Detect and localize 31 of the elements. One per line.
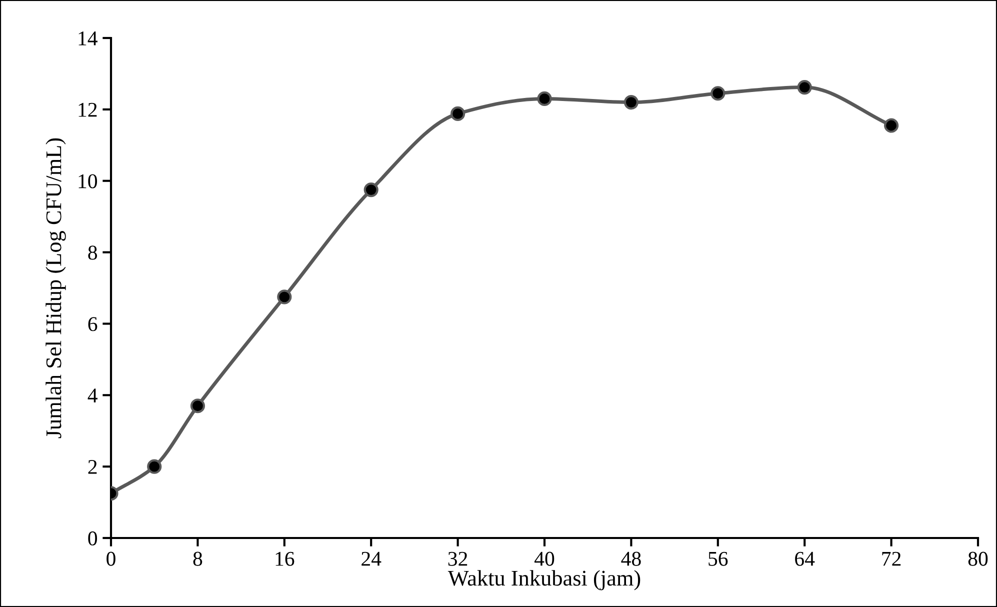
y-tick-label: 10 [78,174,98,188]
point [624,94,638,110]
y-tick-label: 2 [88,460,97,474]
point [450,106,466,122]
x-tick-label: 24 [362,552,382,566]
x-tick-label: 56 [708,552,728,566]
y-tick-label: 14 [78,31,98,46]
y-tick-label: 6 [88,317,98,332]
point [190,398,205,414]
x-tick-label: 8 [193,552,202,566]
x-tick-label: 48 [621,552,641,566]
x-tick-label: 72 [882,552,901,566]
point [147,459,162,474]
x-axis-title: Waktu Inkubasi (jam) [448,570,640,590]
y-tick-label: 0 [88,531,98,546]
point [710,86,726,101]
point [797,80,812,95]
y-tick-label: 8 [88,246,98,260]
y-axis-title: Jumlah Sel Hidup (Log CFU/mL) [46,138,66,438]
y-tick-label: 4 [88,388,98,402]
x-tick-label: 40 [534,552,554,566]
x-tick-label: 0 [106,552,116,566]
point [537,91,552,106]
x-tick-label: 16 [276,552,294,566]
x-tick-label: 32 [448,552,468,566]
x-tick-label: 64 [795,552,815,566]
point [277,290,292,304]
point [364,182,378,198]
x-tick-label: 80 [968,552,988,566]
y-tick-label: 12 [78,102,97,117]
point [884,118,899,133]
